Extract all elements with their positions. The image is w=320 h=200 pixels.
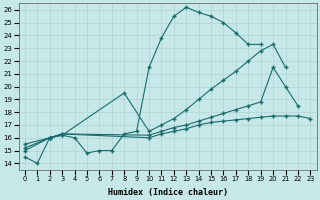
X-axis label: Humidex (Indice chaleur): Humidex (Indice chaleur) <box>108 188 228 197</box>
